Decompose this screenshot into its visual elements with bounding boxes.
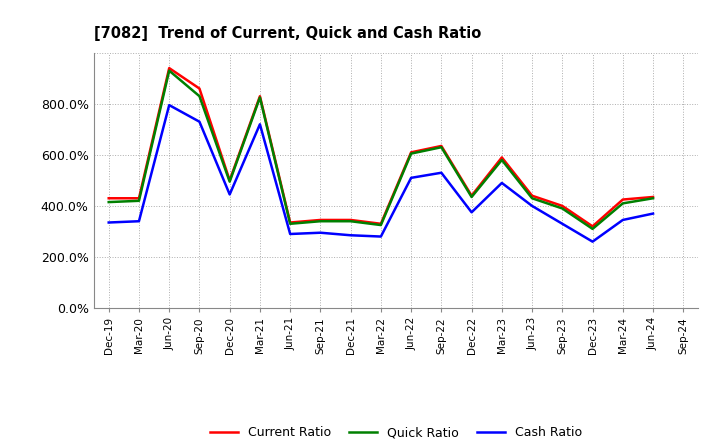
Cash Ratio — [195, 119, 204, 125]
Quick Ratio — [195, 94, 204, 99]
Cash Ratio — [498, 180, 506, 186]
Current Ratio — [407, 150, 415, 155]
Current Ratio — [135, 196, 143, 201]
Current Ratio — [286, 220, 294, 225]
Quick Ratio — [256, 95, 264, 100]
Quick Ratio — [498, 158, 506, 163]
Quick Ratio — [528, 196, 536, 201]
Current Ratio — [498, 155, 506, 160]
Current Ratio — [588, 224, 597, 229]
Quick Ratio — [407, 151, 415, 156]
Cash Ratio — [467, 209, 476, 215]
Quick Ratio — [588, 226, 597, 231]
Cash Ratio — [104, 220, 113, 225]
Cash Ratio — [165, 103, 174, 108]
Current Ratio — [649, 194, 657, 200]
Quick Ratio — [377, 222, 385, 228]
Current Ratio — [104, 196, 113, 201]
Quick Ratio — [316, 219, 325, 224]
Quick Ratio — [437, 145, 446, 150]
Quick Ratio — [225, 179, 234, 184]
Cash Ratio — [528, 203, 536, 209]
Current Ratio — [377, 221, 385, 227]
Line: Quick Ratio: Quick Ratio — [109, 71, 653, 229]
Quick Ratio — [135, 198, 143, 203]
Current Ratio — [195, 86, 204, 91]
Current Ratio — [165, 66, 174, 71]
Cash Ratio — [377, 234, 385, 239]
Cash Ratio — [649, 211, 657, 216]
Cash Ratio — [346, 233, 355, 238]
Legend: Current Ratio, Quick Ratio, Cash Ratio: Current Ratio, Quick Ratio, Cash Ratio — [205, 422, 587, 440]
Current Ratio — [225, 178, 234, 183]
Line: Cash Ratio: Cash Ratio — [109, 105, 653, 242]
Current Ratio — [256, 94, 264, 99]
Cash Ratio — [225, 192, 234, 197]
Cash Ratio — [135, 219, 143, 224]
Line: Current Ratio: Current Ratio — [109, 68, 653, 226]
Cash Ratio — [286, 231, 294, 237]
Cash Ratio — [407, 175, 415, 180]
Text: [7082]  Trend of Current, Quick and Cash Ratio: [7082] Trend of Current, Quick and Cash … — [94, 26, 481, 41]
Current Ratio — [437, 143, 446, 149]
Current Ratio — [618, 197, 627, 202]
Cash Ratio — [558, 221, 567, 227]
Quick Ratio — [618, 201, 627, 206]
Cash Ratio — [256, 121, 264, 127]
Cash Ratio — [316, 230, 325, 235]
Current Ratio — [558, 203, 567, 209]
Cash Ratio — [618, 217, 627, 223]
Current Ratio — [528, 193, 536, 198]
Cash Ratio — [437, 170, 446, 176]
Quick Ratio — [286, 221, 294, 227]
Quick Ratio — [165, 68, 174, 73]
Quick Ratio — [346, 219, 355, 224]
Current Ratio — [467, 193, 476, 198]
Quick Ratio — [467, 194, 476, 200]
Quick Ratio — [558, 206, 567, 211]
Cash Ratio — [588, 239, 597, 244]
Quick Ratio — [104, 199, 113, 205]
Current Ratio — [346, 217, 355, 223]
Current Ratio — [316, 217, 325, 223]
Quick Ratio — [649, 196, 657, 201]
